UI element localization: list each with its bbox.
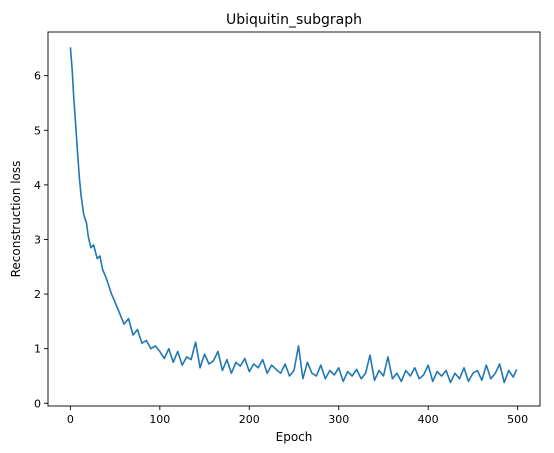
series-line bbox=[69, 47, 518, 384]
plot-area-frame bbox=[47, 31, 541, 407]
x-axis-ticks: 0 100 200 300 400 500 bbox=[67, 406, 528, 426]
y-tick-label: 4 bbox=[34, 179, 41, 192]
x-tick-label: 300 bbox=[328, 413, 349, 426]
x-tick-label: 0 bbox=[67, 413, 74, 426]
x-tick-label: 500 bbox=[507, 413, 528, 426]
y-tick-label: 1 bbox=[34, 343, 41, 356]
y-tick-label: 2 bbox=[34, 288, 41, 301]
y-axis-ticks: 0 1 2 3 4 5 6 bbox=[34, 70, 48, 410]
x-tick-label: 200 bbox=[239, 413, 260, 426]
y-tick-label: 3 bbox=[34, 233, 41, 246]
x-tick-label: 100 bbox=[149, 413, 170, 426]
y-tick-label: 5 bbox=[34, 124, 41, 137]
x-axis-label: Epoch bbox=[276, 430, 313, 444]
y-tick-label: 6 bbox=[34, 70, 41, 83]
x-tick-label: 400 bbox=[418, 413, 439, 426]
y-axis-label: Reconstruction loss bbox=[9, 161, 23, 278]
y-tick-label: 0 bbox=[34, 397, 41, 410]
chart-title: Ubiquitin_subgraph bbox=[226, 12, 362, 28]
